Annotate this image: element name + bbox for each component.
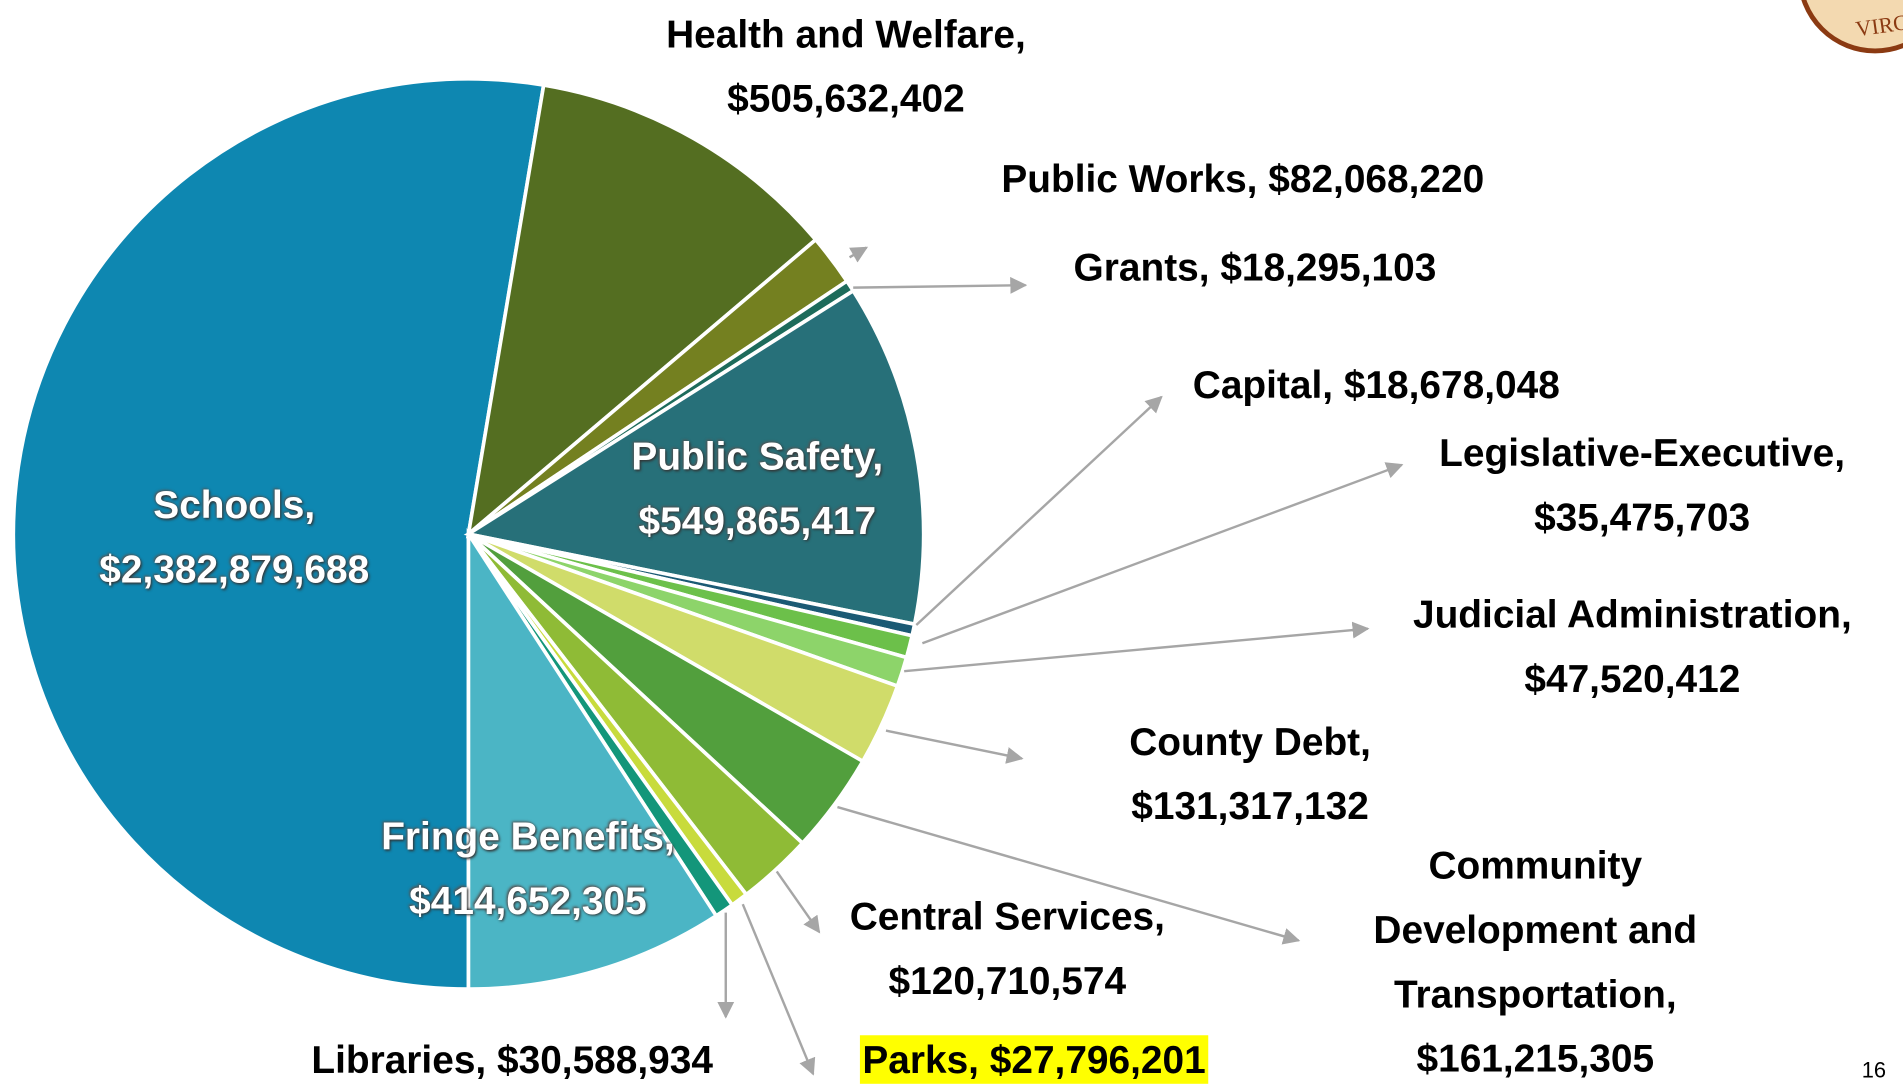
value-label: $82,068,220 [1268,156,1485,201]
leader-line [921,462,1404,645]
leader-line [915,395,1163,626]
leader-line [885,729,1024,764]
value-label: $35,475,703 [1534,495,1751,539]
category-label: Libraries, [311,1037,487,1082]
category-label: Capital, [1192,362,1334,407]
category-label: Fringe Benefits, [381,814,675,859]
value-label: $18,295,103 [1220,245,1437,289]
value-label: $549,865,417 [638,498,877,543]
slice-label: Public Safety, $549,865,417 [631,425,883,554]
category-label: Legislative-Executive, [1439,430,1845,475]
category-label: Schools, [153,483,316,527]
pie-slice [466,527,719,991]
category-label: Public Safety, [631,434,884,479]
pie-slice [465,83,819,539]
slice-label: Grants, $18,295,103 [1074,235,1437,299]
slice-label: Libraries, $30,588,934 [311,1028,713,1086]
value-label: $161,215,305 [1416,1036,1655,1081]
category-label: Grants, [1073,245,1210,289]
category-label: Central Services, [849,894,1165,939]
value-label: $30,588,934 [496,1037,713,1082]
slice-label: Schools, $2,382,879,688 [99,473,369,602]
leader-line [853,276,1028,294]
value-label: $505,632,402 [727,76,965,121]
leader-line [741,903,816,1076]
slice-label: County Debt, $131,317,132 [1129,710,1371,839]
leader-line [904,621,1370,673]
slice-label: Public Works, $82,068,220 [1001,147,1484,211]
slice-label: Parks, $27,796,201 [859,1035,1209,1084]
slice-label: Health and Welfare, $505,632,402 [666,2,1026,131]
category-label: County Debt, [1129,719,1371,764]
pie-slice [11,77,546,991]
leader-line [848,246,869,263]
category-label: Parks, [862,1037,979,1082]
value-label: $27,796,201 [989,1037,1206,1082]
value-label: $47,520,412 [1524,656,1741,701]
value-label: $120,710,574 [888,958,1127,1003]
slice-label: Capital, $18,678,048 [1193,353,1560,417]
slice-label: Community Development and Transportation… [1353,834,1717,1086]
slice-label: Legislative-Executive, $35,475,703 [1439,421,1845,550]
pie-slice [463,288,926,627]
category-label: Health and Welfare, [666,12,1026,56]
leader-line [775,870,821,934]
value-label: $131,317,132 [1131,784,1369,828]
category-label: Judicial Administration, [1412,592,1852,636]
value-label: $18,678,048 [1343,362,1560,407]
slice-label: Fringe Benefits, $414,652,305 [381,805,674,934]
logo: VIRGI [1801,0,1903,54]
value-label: $414,652,305 [409,878,647,923]
category-label: Community Development and Transportation… [1373,843,1698,1016]
page-number: 16 [1861,1058,1887,1083]
slice-label: Judicial Administration, $47,520,412 [1413,583,1852,712]
value-label: $2,382,879,688 [99,547,370,592]
slice-label: Central Services, $120,710,574 [850,885,1165,1014]
category-label: Public Works, [1001,156,1258,201]
leader-line [837,805,1301,945]
